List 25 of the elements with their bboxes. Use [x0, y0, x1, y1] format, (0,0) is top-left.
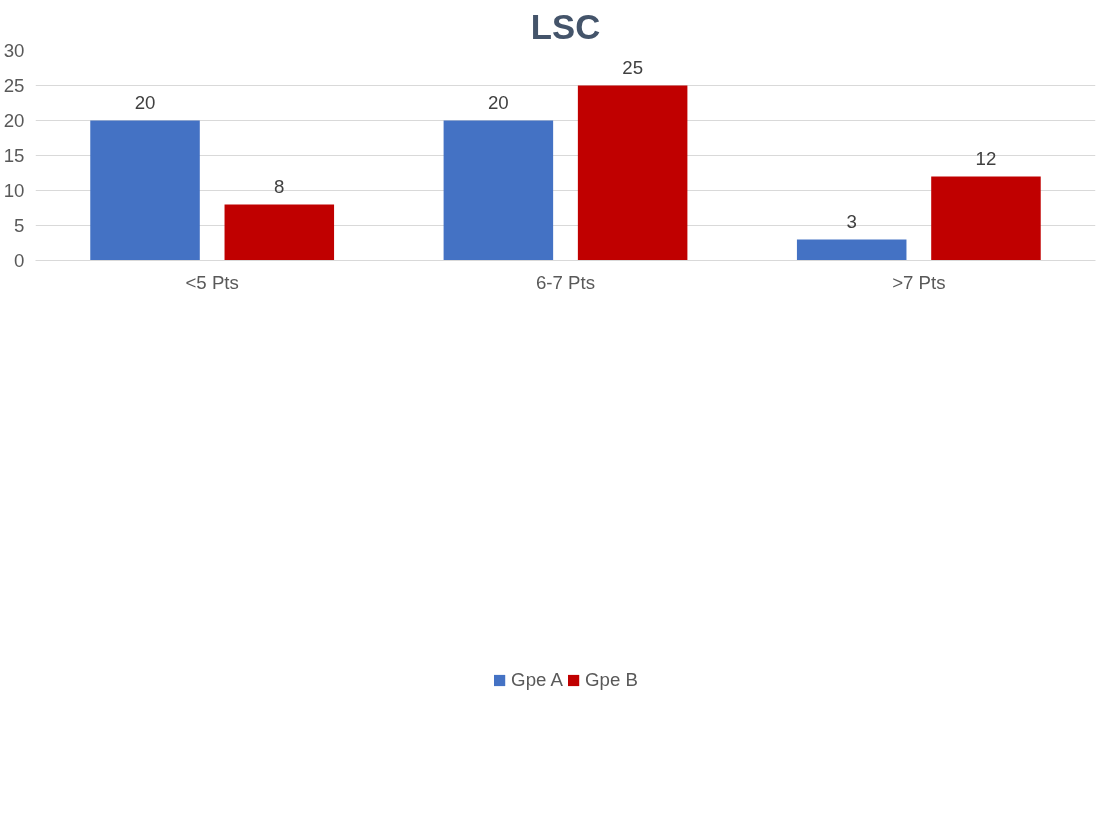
x-tick-label: >7 Pts — [892, 271, 946, 293]
bar — [443, 120, 554, 261]
bar — [224, 204, 335, 261]
data-label: 8 — [274, 175, 285, 197]
bar — [796, 239, 907, 261]
data-label: 25 — [622, 56, 644, 78]
bar — [931, 176, 1041, 261]
y-tick-label: 25 — [3, 75, 25, 96]
data-label: 20 — [134, 91, 156, 113]
y-tick-label: 10 — [3, 180, 25, 201]
data-label: 12 — [975, 147, 997, 169]
bar — [577, 85, 688, 261]
y-tick-label: 0 — [14, 250, 25, 271]
x-tick-label: 6-7 Pts — [535, 271, 596, 293]
data-label: 20 — [487, 91, 509, 113]
y-tick-label: 20 — [3, 110, 25, 131]
y-tick-label: 5 — [14, 215, 25, 236]
bar — [90, 120, 200, 261]
chart-title: LSC — [530, 7, 601, 46]
legend-label: Gpe A — [511, 668, 563, 691]
x-tick-label: <5 Pts — [185, 271, 239, 293]
data-label: 3 — [846, 210, 857, 232]
legend-label: Gpe B — [584, 668, 638, 691]
y-tick-label: 30 — [3, 40, 25, 61]
y-tick-label: 15 — [3, 145, 25, 166]
